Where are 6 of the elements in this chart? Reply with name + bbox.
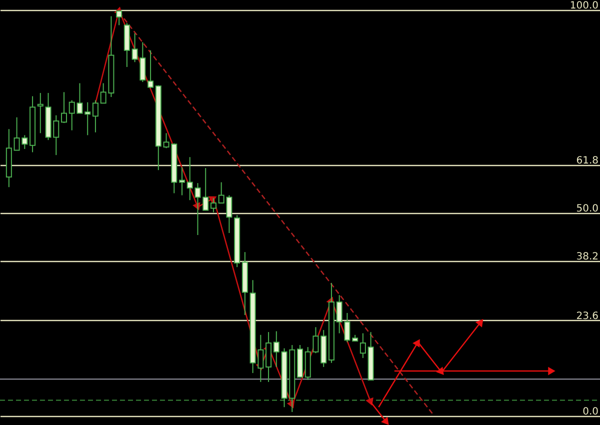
y-tick-label: 38.2 — [576, 252, 598, 263]
y-tick-label: 100.0 — [570, 0, 598, 12]
y-tick-label: 50.0 — [576, 204, 598, 215]
y-tick-label: 61.8 — [576, 156, 598, 167]
y-tick-label: 0.0 — [582, 406, 598, 418]
y-tick-label: 23.6 — [576, 310, 598, 322]
